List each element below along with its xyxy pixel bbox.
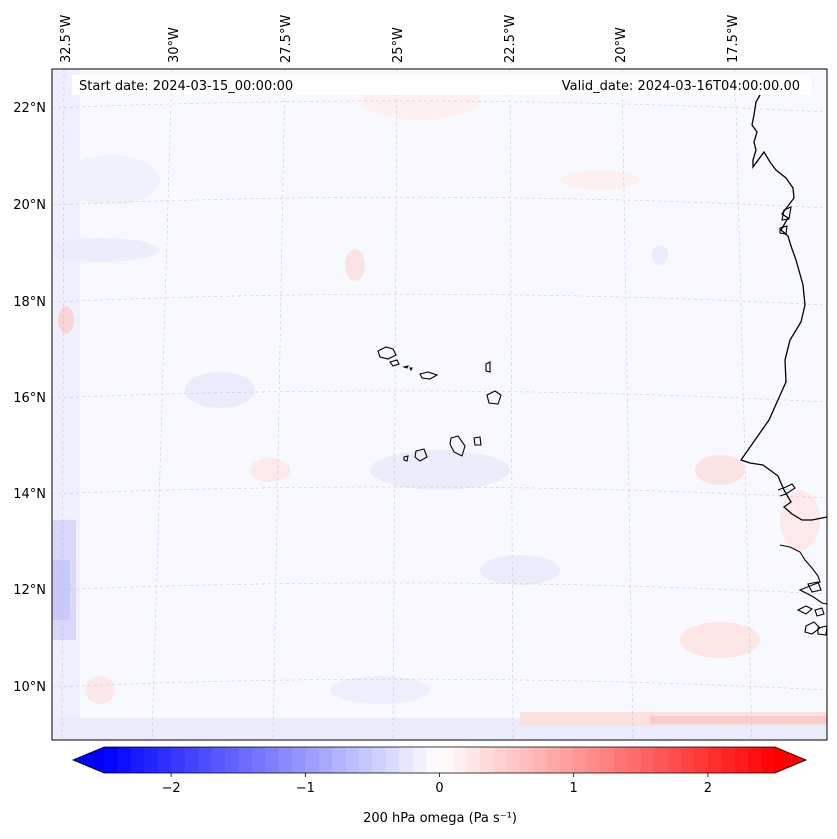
graticule (52, 69, 827, 740)
map-frame (51, 68, 828, 741)
lat-label: 18°N (13, 295, 46, 310)
lon-label: 32.5°W (59, 15, 74, 63)
colorbar-step (560, 747, 575, 773)
omega-field (52, 69, 827, 740)
lat-label: 16°N (13, 391, 46, 406)
lon-label: 17.5°W (726, 15, 741, 63)
colorbar-step (734, 747, 749, 773)
colorbar-step (157, 747, 172, 773)
colorbar-step (117, 747, 132, 773)
island-santiago (449, 435, 466, 457)
colorbar-step (399, 747, 414, 773)
colorbar-outline (71, 746, 808, 774)
colorbar-step (466, 747, 481, 773)
colorbar-label: 200 hPa omega (Pa s⁻¹) (363, 811, 517, 826)
island-fogo (414, 448, 428, 462)
latitude-labels: 22°N 20°N 18°N 16°N 14°N 12°N 10°N (13, 101, 46, 695)
colorbar-step (493, 747, 508, 773)
colorbar-step (238, 747, 253, 773)
colorbar-step (305, 747, 320, 773)
lat-label: 20°N (13, 198, 46, 213)
colorbar-step (318, 747, 333, 773)
colorbar-step (600, 747, 615, 773)
colorbar-step (412, 747, 427, 773)
colorbar-step (721, 747, 736, 773)
guinea-bissau-coast (779, 544, 827, 605)
lon-label: 25°W (391, 27, 406, 63)
colorbar-tick-label: −2 (162, 781, 181, 796)
colorbar-step (640, 747, 655, 773)
colorbar-high-extend (775, 747, 806, 773)
colorbar-step (197, 747, 212, 773)
colorbar-tick-label: 2 (704, 781, 712, 796)
island-santo-antao (377, 346, 397, 360)
date-banner (72, 75, 810, 95)
lon-label: 22.5°W (503, 15, 518, 63)
longitude-labels: 32.5°W 30°W 27.5°W 25°W 22.5°W 20°W 17.5… (59, 15, 741, 63)
colorbar-step (291, 747, 306, 773)
island-sao-nicolau (419, 371, 439, 380)
colorbar-step (520, 747, 535, 773)
colorbar-step (372, 747, 387, 773)
colorbar-step (171, 747, 186, 773)
colorbar-step (573, 747, 588, 773)
cabo-verde-islands (377, 346, 502, 462)
colorbar-step (439, 747, 454, 773)
colorbar-step (627, 747, 642, 773)
colorbar-step (506, 747, 521, 773)
lat-label: 14°N (13, 487, 46, 502)
colorbar-low-extend (73, 747, 104, 773)
lat-label: 22°N (13, 101, 46, 116)
colorbar-step (104, 747, 119, 773)
island-boa-vista (486, 390, 502, 405)
colorbar-tick-label: 1 (570, 781, 578, 796)
lat-label: 10°N (13, 680, 46, 695)
map-panel: Start date: 2024-03-15_00:00:00 Valid_da… (52, 69, 827, 740)
colorbar-step (358, 747, 373, 773)
colorbar-step (211, 747, 226, 773)
colorbar-step (345, 747, 360, 773)
colorbar-step (681, 747, 696, 773)
lon-label: 27.5°W (279, 15, 294, 63)
colorbar-step (385, 747, 400, 773)
colorbar-step (130, 747, 145, 773)
colorbar-step (332, 747, 347, 773)
colorbar-step (452, 747, 467, 773)
colorbar-tick-label: −1 (296, 781, 315, 796)
colorbar-step (694, 747, 709, 773)
africa-coastline (739, 94, 827, 521)
colorbar: −2 −1 0 1 2 200 hPa omega (Pa s⁻¹) (71, 746, 808, 826)
island-sao-vicente (389, 359, 400, 367)
valid-date: Valid_date: 2024-03-16T04:00:00.00 (562, 79, 800, 94)
colorbar-step (761, 747, 776, 773)
colorbar-step (144, 747, 159, 773)
colorbar-step (533, 747, 548, 773)
colorbar-step (184, 747, 199, 773)
lon-label: 30°W (167, 27, 182, 63)
island-maio (473, 436, 482, 446)
colorbar-step (748, 747, 763, 773)
colorbar-step (546, 747, 561, 773)
colorbar-step (265, 747, 280, 773)
colorbar-step (613, 747, 628, 773)
lon-label: 20°W (614, 27, 629, 63)
start-date: Start date: 2024-03-15_00:00:00 (79, 79, 293, 94)
colorbar-steps (104, 747, 776, 773)
island-sal (485, 361, 491, 373)
colorbar-step (707, 747, 722, 773)
colorbar-step (587, 747, 602, 773)
colorbar-step (278, 747, 293, 773)
colorbar-step (654, 747, 669, 773)
colorbar-step (479, 747, 494, 773)
colorbar-step (426, 747, 441, 773)
colorbar-ticks: −2 −1 0 1 2 (162, 773, 712, 796)
colorbar-step (224, 747, 239, 773)
gambia-river (777, 483, 796, 497)
colorbar-step (667, 747, 682, 773)
lat-label: 12°N (13, 583, 46, 598)
colorbar-tick-label: 0 (435, 781, 443, 796)
colorbar-step (251, 747, 266, 773)
island-brava (403, 455, 409, 462)
